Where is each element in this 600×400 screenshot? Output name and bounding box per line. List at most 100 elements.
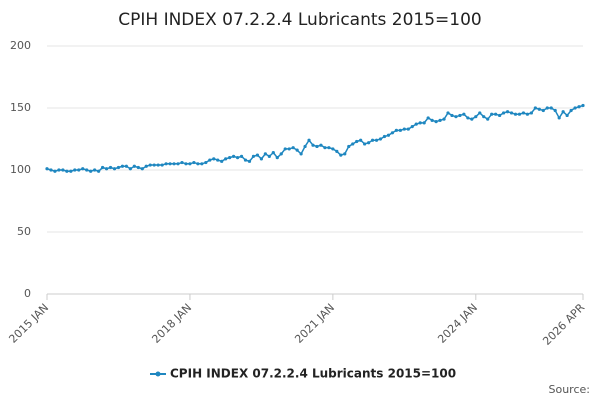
data-point (466, 116, 470, 120)
data-point (581, 103, 585, 108)
legend-marker (155, 371, 161, 377)
data-point (367, 141, 371, 145)
data-point (549, 106, 553, 110)
data-point (525, 112, 530, 116)
data-point (184, 162, 188, 166)
legend-label: CPIH INDEX 07.2.2.4 Lubricants 2015=100 (170, 367, 456, 381)
data-point (279, 152, 283, 156)
data-point (335, 149, 339, 153)
data-point (172, 162, 176, 166)
data-point (410, 125, 414, 129)
data-point (247, 159, 252, 163)
data-point (251, 154, 256, 158)
data-point (541, 108, 545, 113)
data-point (287, 147, 291, 151)
data-point (232, 154, 236, 158)
data-point (394, 128, 398, 132)
data-point (446, 111, 450, 115)
data-point (406, 127, 410, 131)
data-point (235, 156, 240, 160)
data-point (319, 143, 323, 147)
data-point (331, 147, 335, 151)
data-point (295, 148, 299, 152)
data-point (533, 106, 537, 110)
data-line (46, 104, 584, 173)
y-tick-label: 100 (10, 163, 31, 176)
data-point (176, 162, 180, 166)
data-point (557, 116, 561, 120)
data-point (478, 111, 482, 115)
data-point (327, 146, 331, 150)
data-point (45, 167, 49, 171)
data-point (140, 167, 144, 171)
data-point (120, 164, 125, 168)
source: Source: (549, 383, 591, 396)
data-point (128, 167, 132, 171)
data-point (160, 163, 164, 167)
data-point (93, 168, 97, 172)
data-point (529, 111, 533, 115)
data-point (100, 165, 105, 170)
data-point (490, 112, 494, 116)
data-point (339, 153, 343, 157)
data-point (454, 115, 458, 119)
chart-title: CPIH INDEX 07.2.2.4 Lubricants 2015=100 (118, 10, 482, 30)
data-point (85, 168, 89, 172)
data-point (53, 169, 57, 173)
data-point (144, 164, 148, 168)
data-point (458, 113, 462, 118)
data-point (351, 142, 355, 146)
data-point (323, 146, 327, 150)
data-point (382, 134, 387, 139)
data-point (470, 117, 474, 121)
data-point (192, 160, 196, 165)
data-point (283, 147, 287, 151)
data-point (255, 153, 260, 157)
data-point (398, 128, 402, 132)
data-point (239, 154, 244, 158)
data-point (438, 118, 442, 122)
data-point (97, 169, 101, 173)
data-point (462, 112, 466, 116)
data-point (188, 162, 192, 166)
data-point (370, 138, 375, 142)
data-point (124, 164, 129, 168)
data-point (573, 106, 577, 110)
data-point (263, 152, 267, 156)
data-point (275, 156, 279, 160)
data-point (81, 167, 85, 171)
data-point (501, 111, 506, 115)
data-point (61, 168, 65, 172)
data-point (513, 112, 518, 116)
data-point (104, 167, 109, 171)
data-point (228, 156, 232, 160)
data-point (224, 157, 228, 161)
data-point (482, 115, 486, 119)
data-point (363, 142, 367, 146)
data-point (426, 116, 430, 120)
data-point (57, 168, 61, 172)
data-point (299, 152, 303, 156)
data-point (442, 117, 446, 121)
y-tick-label: 200 (10, 39, 31, 52)
data-point (434, 120, 438, 124)
data-point (374, 138, 379, 142)
data-point (73, 168, 77, 172)
data-point (112, 167, 117, 171)
data-point (569, 108, 573, 113)
data-point (311, 143, 315, 147)
data-point (307, 138, 311, 142)
data-point (108, 165, 113, 170)
data-point (315, 144, 319, 149)
x-tick-label: 2026 APR (540, 301, 587, 348)
data-point (561, 110, 565, 114)
data-point (450, 113, 454, 118)
data-point (216, 158, 220, 162)
data-point (156, 163, 160, 167)
data-point (259, 157, 263, 161)
data-point (200, 162, 204, 166)
y-tick-label: 50 (17, 225, 31, 238)
data-point (486, 117, 490, 121)
data-point (430, 118, 434, 122)
